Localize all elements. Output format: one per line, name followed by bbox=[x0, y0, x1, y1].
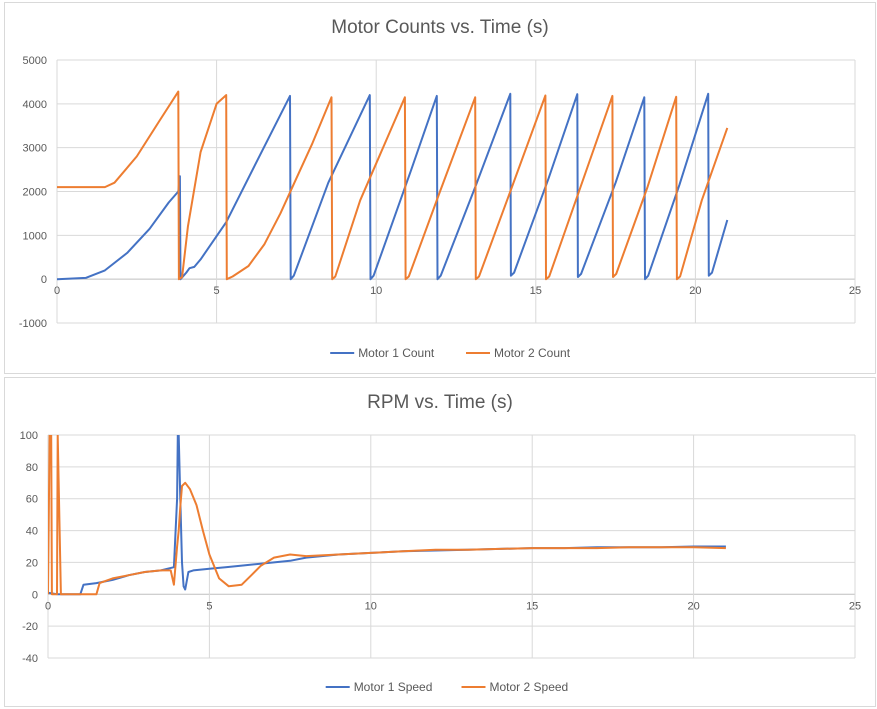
y-tick-label: 60 bbox=[26, 494, 38, 506]
y-tick-label: 80 bbox=[26, 462, 38, 474]
y-tick-label: 1000 bbox=[23, 230, 47, 242]
x-tick-label: 20 bbox=[687, 600, 699, 612]
x-tick-label: 25 bbox=[849, 600, 861, 612]
chart-title: RPM vs. Time (s) bbox=[367, 392, 513, 413]
chart-panel-motor-counts: Motor Counts vs. Time (s) -1000 0 1000 2000… bbox=[4, 2, 876, 374]
x-tick-label: 15 bbox=[530, 285, 542, 297]
legend-label-1: Motor 1 Count bbox=[358, 346, 435, 360]
y-tick-label: 40 bbox=[26, 526, 38, 538]
chart-plot-rpm: -40 -20 0 20 40 60 80 100 0 5 10 15 20 25 Motor 1 Spee… bbox=[20, 430, 861, 694]
chart-panel-rpm: RPM vs. Time (s) -40 -20 0 20 40 60 80 100 0 5 10 1… bbox=[4, 377, 876, 707]
x-tick-label: 20 bbox=[689, 285, 701, 297]
y-tick-label: 20 bbox=[26, 557, 38, 569]
series-line-1 bbox=[57, 92, 729, 281]
x-tick-label: 10 bbox=[365, 600, 377, 612]
x-tick-label: 5 bbox=[214, 285, 220, 297]
y-tick-label: -20 bbox=[22, 621, 38, 633]
y-tick-label: 5000 bbox=[23, 55, 47, 67]
y-tick-label: 0 bbox=[32, 589, 38, 601]
y-tick-label: -40 bbox=[22, 653, 38, 665]
series-line-2 bbox=[48, 435, 726, 596]
legend-label-1: Motor 1 Speed bbox=[354, 680, 433, 694]
legend-label-2: Motor 2 Count bbox=[494, 346, 571, 360]
y-tick-label: 100 bbox=[20, 430, 38, 442]
x-tick-label: 0 bbox=[54, 285, 60, 297]
y-tick-label: 0 bbox=[41, 274, 47, 286]
x-tick-label: 10 bbox=[370, 285, 382, 297]
x-tick-label: 0 bbox=[45, 600, 51, 612]
series-line-1 bbox=[48, 435, 726, 596]
x-tick-label: 15 bbox=[526, 600, 538, 612]
legend-label-2: Motor 2 Speed bbox=[490, 680, 569, 694]
x-tick-label: 25 bbox=[849, 285, 861, 297]
x-tick-label: 5 bbox=[206, 600, 212, 612]
y-tick-label: 2000 bbox=[23, 187, 47, 199]
y-tick-label: -1000 bbox=[19, 318, 47, 330]
y-tick-label: 3000 bbox=[23, 143, 47, 155]
y-tick-label: 4000 bbox=[23, 99, 47, 111]
series-line-2 bbox=[57, 90, 729, 281]
chart-plot-motor-counts: -1000 0 1000 2000 3000 4000 5000 0 5 10 15 20 25 Moto… bbox=[19, 55, 861, 360]
chart-title: Motor Counts vs. Time (s) bbox=[331, 17, 549, 38]
